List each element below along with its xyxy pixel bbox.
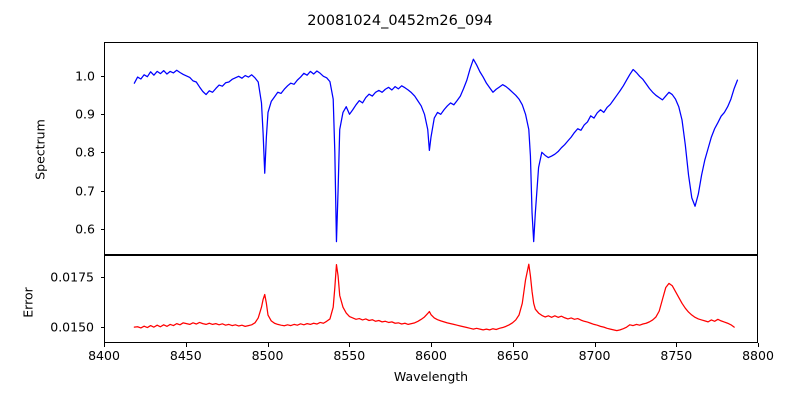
x-tick-mark	[676, 343, 678, 347]
x-tick-mark	[267, 343, 269, 347]
x-tick-label: 8400	[88, 348, 120, 363]
spectrum-y-tick-label: 0.7	[75, 183, 95, 199]
spectrum-y-axis-label: Spectrum	[32, 119, 48, 180]
error-y-tick-mark	[100, 327, 104, 329]
x-tick-label: 8800	[742, 348, 774, 363]
spectrum-y-tick-mark	[100, 190, 104, 192]
x-tick-mark	[185, 343, 187, 347]
error-y-tick-label: 0.0175	[50, 269, 94, 285]
x-tick-mark	[512, 343, 514, 347]
spectrum-plot-panel	[104, 42, 758, 255]
error-y-tick-mark	[100, 277, 104, 279]
x-axis-label: Wavelength	[393, 369, 469, 384]
spectrum-y-tick-mark	[100, 229, 104, 231]
spectrum-y-tick-label: 0.9	[75, 106, 95, 122]
x-tick-mark	[349, 343, 351, 347]
x-tick-mark	[104, 343, 106, 347]
x-tick-label: 8500	[251, 348, 284, 363]
x-tick-mark	[431, 343, 433, 347]
error-series-plot	[105, 256, 757, 342]
spectrum-y-tick-label: 1.0	[75, 68, 95, 84]
x-tick-label: 8450	[169, 348, 202, 363]
x-tick-mark	[758, 343, 760, 347]
x-tick-label: 8750	[660, 348, 693, 363]
spectrum-y-tick-mark	[100, 152, 104, 154]
error-y-axis-label: Error	[20, 287, 36, 318]
error-plot-panel	[104, 255, 758, 343]
page-title: 20081024_0452m26_094	[307, 13, 493, 29]
spectrum-y-tick-label: 0.8	[75, 144, 95, 160]
x-tick-label: 8550	[333, 348, 366, 363]
spectrum-y-tick-label: 0.6	[75, 221, 95, 237]
x-tick-label: 8700	[578, 348, 611, 363]
x-tick-label: 8650	[496, 348, 529, 363]
error-y-tick-label: 0.0150	[50, 319, 94, 335]
spectrum-y-tick-mark	[100, 114, 104, 116]
spectrum-y-tick-mark	[100, 75, 104, 77]
spectrum-series-plot	[105, 43, 757, 254]
x-tick-label: 8600	[415, 348, 447, 363]
x-tick-mark	[594, 343, 596, 347]
